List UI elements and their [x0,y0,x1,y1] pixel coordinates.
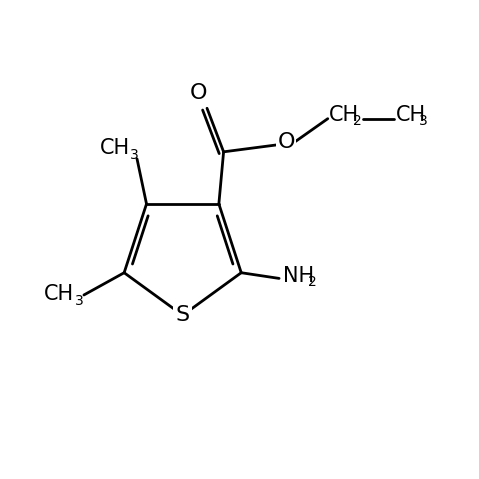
Text: S: S [176,305,190,325]
Text: CH: CH [45,284,74,304]
Text: NH: NH [284,265,315,285]
Text: 3: 3 [130,148,139,162]
Text: O: O [277,132,295,152]
Text: CH: CH [100,138,130,158]
Text: 2: 2 [353,114,362,128]
Text: CH: CH [329,105,359,125]
Text: O: O [190,83,208,103]
Text: CH: CH [396,105,425,125]
Text: 3: 3 [74,294,83,308]
Text: 2: 2 [308,275,317,289]
Text: 3: 3 [419,114,428,128]
